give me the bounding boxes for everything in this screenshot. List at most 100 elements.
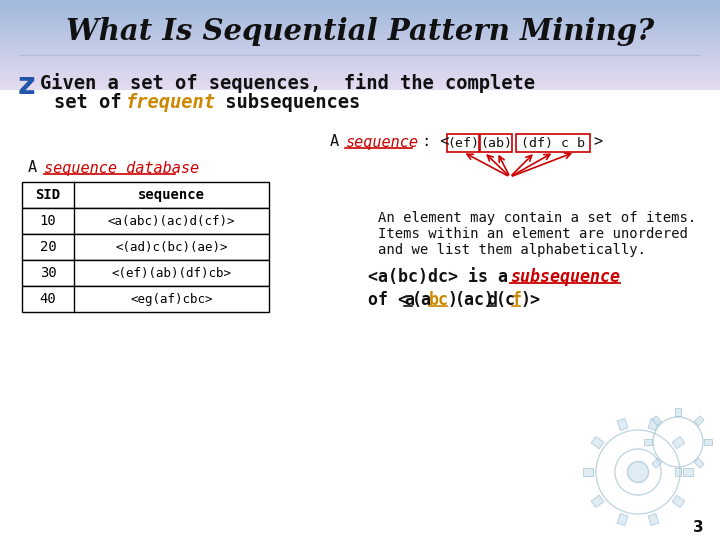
Text: sequence database: sequence database (44, 160, 199, 176)
Text: subsequence: subsequence (510, 268, 620, 286)
Bar (0, 29, 720, 30)
Text: What Is Sequential Pattern Mining?: What Is Sequential Pattern Mining? (66, 17, 654, 46)
Text: : <: : < (413, 134, 459, 150)
Bar (617, 418, 628, 430)
Text: 3: 3 (693, 521, 703, 536)
Bar (0, 90, 720, 540)
Text: <(ef)(ab)(df)cb>: <(ef)(ab)(df)cb> (112, 267, 232, 280)
Text: An element may contain a set of items.: An element may contain a set of items. (378, 211, 696, 225)
Bar (583, 468, 593, 476)
Circle shape (628, 462, 649, 483)
Text: and we list them alphabetically.: and we list them alphabetically. (378, 243, 646, 257)
Bar (0, 7, 720, 8)
Bar (0, 80, 720, 81)
Text: (c: (c (496, 291, 516, 309)
Text: sequence: sequence (138, 188, 205, 202)
Text: d: d (487, 291, 497, 309)
Bar (0, 22, 720, 23)
Text: (df) c b: (df) c b (521, 137, 585, 150)
Bar (0, 89, 720, 90)
Bar (704, 439, 712, 445)
Bar (22, 286, 269, 312)
Text: <a(abc)(ac)d(cf)>: <a(abc)(ac)d(cf)> (108, 214, 235, 227)
Bar (22, 260, 269, 286)
Bar (0, 66, 720, 67)
Bar (0, 71, 720, 72)
Text: frequent: frequent (126, 93, 216, 112)
Bar (0, 42, 720, 43)
Bar (0, 53, 720, 54)
Bar (0, 57, 720, 58)
Bar (0, 17, 720, 18)
Text: Items within an element are unordered: Items within an element are unordered (378, 227, 688, 241)
Bar (0, 65, 720, 66)
Bar (0, 64, 720, 65)
Bar (0, 69, 720, 70)
Text: 10: 10 (40, 214, 56, 228)
Bar (0, 41, 720, 42)
Bar (675, 468, 681, 476)
Bar (0, 2, 720, 3)
Bar (0, 54, 720, 55)
Bar (0, 4, 720, 5)
Bar (675, 408, 681, 416)
Bar (0, 30, 720, 31)
Bar (0, 25, 720, 26)
Bar (0, 3, 720, 4)
Text: A: A (28, 160, 46, 176)
Bar (0, 72, 720, 73)
Text: A: A (330, 134, 348, 150)
Bar (0, 78, 720, 79)
Bar (0, 19, 720, 20)
Text: Given a set of sequences,  find the complete: Given a set of sequences, find the compl… (40, 73, 535, 93)
Bar (652, 416, 662, 426)
Bar (0, 83, 720, 84)
Bar (0, 28, 720, 29)
Text: 40: 40 (40, 292, 56, 306)
Bar (0, 13, 720, 14)
Bar (0, 15, 720, 16)
Text: sequence: sequence (345, 134, 418, 150)
Text: bc: bc (429, 291, 449, 309)
Bar (0, 31, 720, 32)
Text: 30: 30 (40, 266, 56, 280)
Bar (0, 84, 720, 85)
Bar (0, 40, 720, 41)
Text: >: > (593, 134, 602, 150)
Bar (648, 514, 659, 525)
Text: <(ad)c(bc)(ae)>: <(ad)c(bc)(ae)> (115, 240, 228, 253)
Bar (0, 70, 720, 71)
Bar (694, 458, 704, 468)
Text: (ab): (ab) (480, 137, 512, 150)
Bar (0, 51, 720, 52)
Bar (0, 45, 720, 46)
Bar (0, 44, 720, 45)
Bar (0, 59, 720, 60)
Bar (694, 416, 704, 426)
Text: )>: )> (520, 291, 540, 309)
Bar (672, 436, 685, 449)
Bar (0, 14, 720, 15)
Bar (0, 76, 720, 77)
Bar (0, 79, 720, 80)
Bar (683, 468, 693, 476)
Text: of <: of < (368, 291, 408, 309)
Bar (0, 46, 720, 47)
Text: ): ) (447, 291, 457, 309)
Bar (0, 16, 720, 17)
Bar (0, 77, 720, 78)
Bar (0, 61, 720, 62)
Bar (0, 32, 720, 33)
Text: <eg(af)cbc>: <eg(af)cbc> (130, 293, 212, 306)
Bar (0, 6, 720, 7)
Bar (0, 86, 720, 87)
Text: f: f (512, 291, 522, 309)
Bar (22, 208, 269, 234)
Bar (0, 11, 720, 12)
Bar (0, 62, 720, 63)
Text: (ac): (ac) (455, 291, 495, 309)
Bar (0, 74, 720, 75)
Text: <a(bc)dc> is a: <a(bc)dc> is a (368, 268, 518, 286)
Bar (644, 439, 652, 445)
Bar (0, 10, 720, 11)
